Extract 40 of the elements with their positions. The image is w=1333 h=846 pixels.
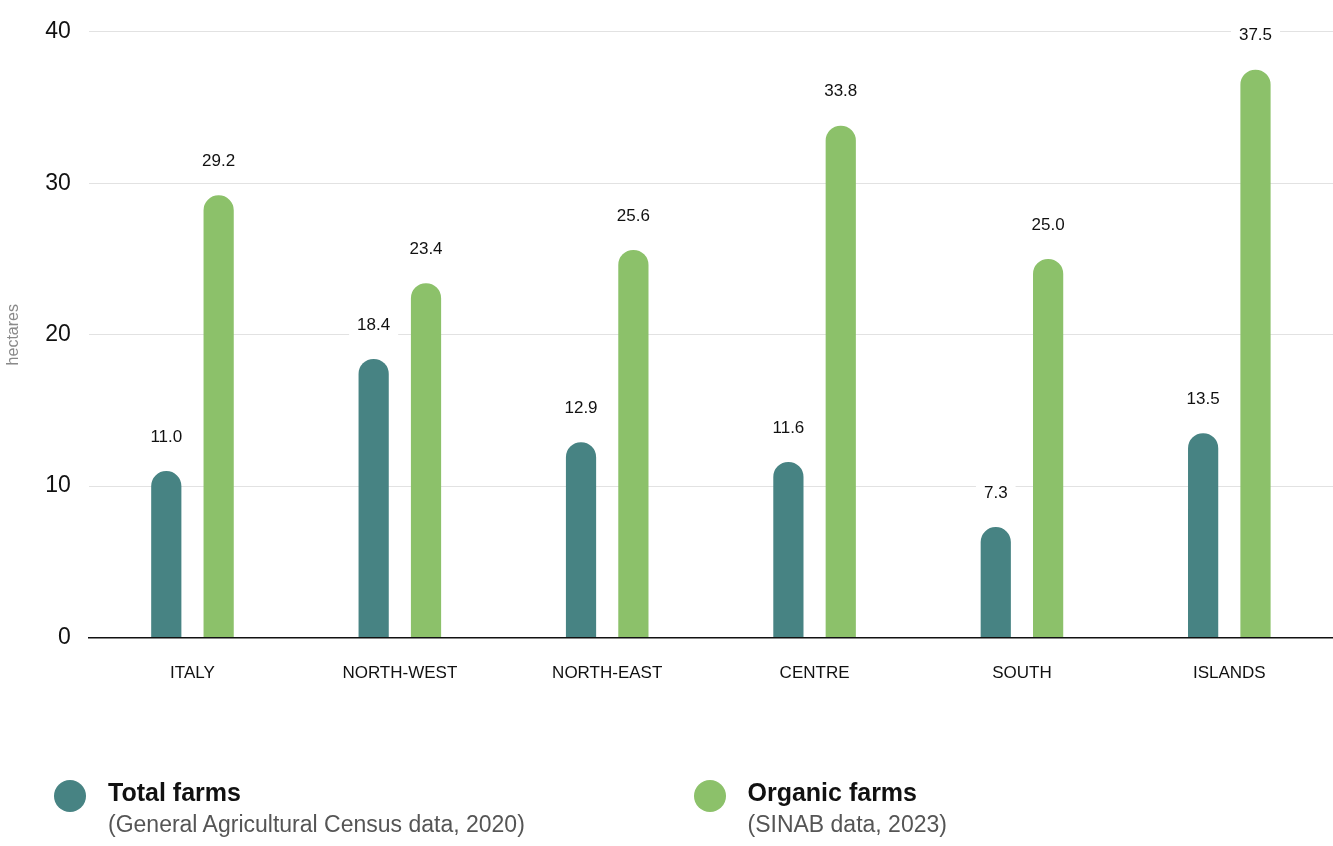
legend-label: Total farms [108,778,242,807]
data-label: 25.0 [1031,214,1065,234]
y-axis-title: hectares [4,304,22,366]
y-tick-label: 40 [45,17,71,44]
data-label: 11.6 [772,417,805,437]
data-label: 7.3 [983,482,1008,502]
text: (SINAB data, 2023) [747,811,947,838]
data-label: 13.5 [1186,388,1220,408]
x-tick-label: NORTH-EAST [552,663,663,683]
x-tick-label: CENTRE [779,663,850,683]
y-tick-label: 10 [45,471,71,498]
bar [151,471,182,638]
x-tick-label: ISLANDS [1192,663,1266,683]
y-tick-label: 30 [45,168,71,195]
bar [1033,258,1064,638]
legend-label: Organic farms [747,778,918,807]
bar [1188,433,1219,638]
bar [773,461,804,638]
bar [1240,69,1271,638]
x-tick-label: ITALY [170,663,215,683]
x-tick-label: SOUTH [992,663,1052,683]
y-tick-label: 0 [57,622,71,649]
bar [980,527,1011,638]
bar [565,442,597,638]
data-label: 29.2 [202,151,236,171]
y-tick-label: 20 [45,320,71,347]
data-label: 12.9 [564,397,598,417]
bar [618,249,649,638]
bar [410,283,442,638]
data-label: 11.0 [150,426,183,446]
bar [358,358,389,638]
bar [825,125,856,638]
data-label: 37.5 [1238,25,1273,45]
x-tick-label: NORTH-WEST [342,663,458,683]
text: (General Agricultural Census data, 2020) [108,811,525,838]
bar [203,195,234,638]
data-label: 18.4 [357,314,391,334]
data-label: 33.8 [824,81,858,101]
data-label: 25.6 [616,205,650,225]
data-label: 23.4 [409,238,443,258]
